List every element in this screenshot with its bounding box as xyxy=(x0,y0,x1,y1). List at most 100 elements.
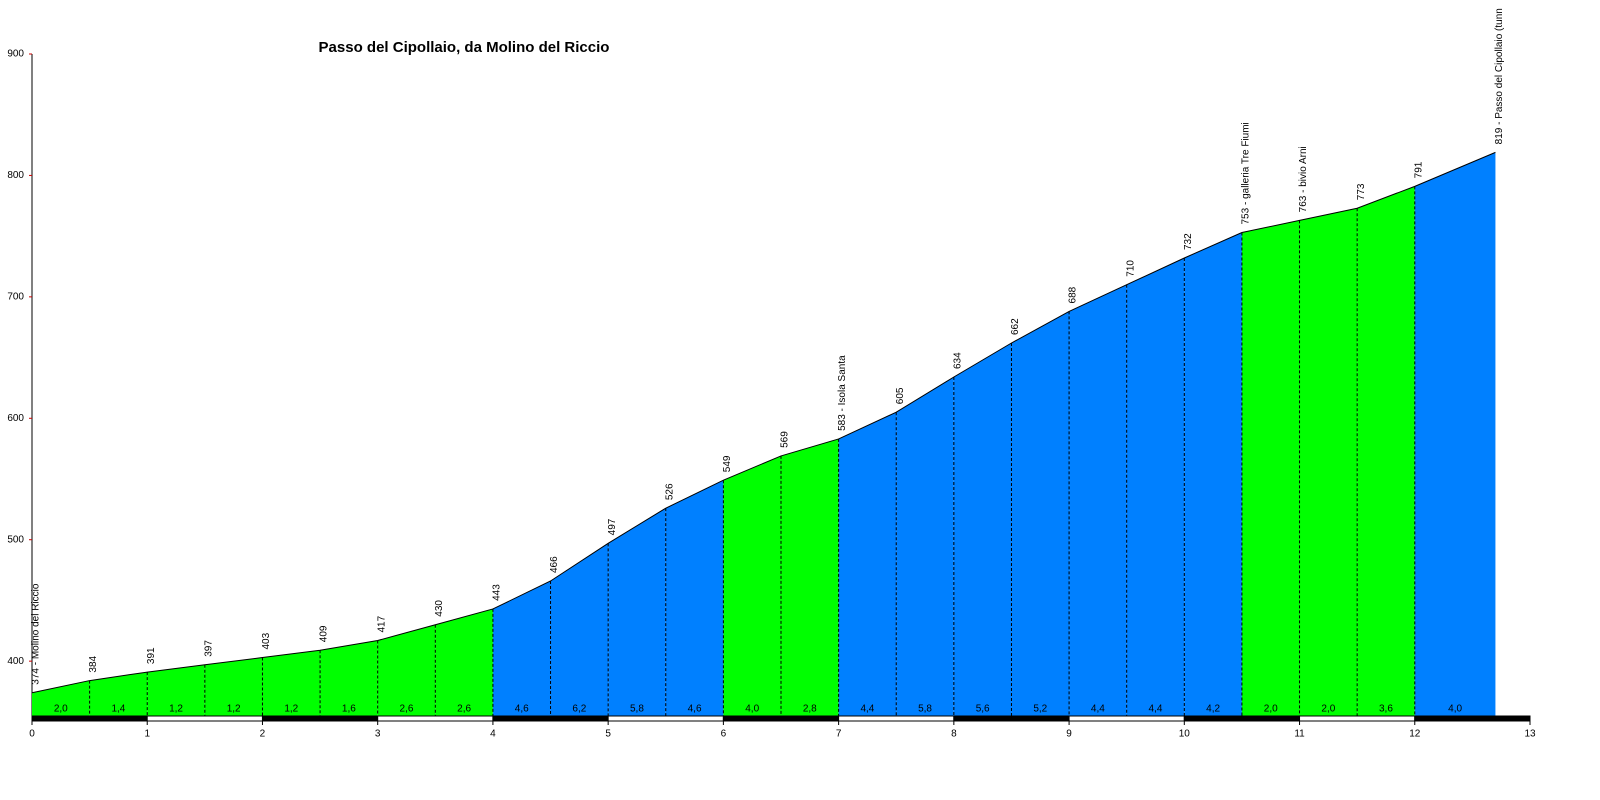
axis-stripe xyxy=(838,715,955,722)
axis-stripe xyxy=(1068,715,1185,722)
segment xyxy=(89,672,148,717)
y-tick-label: 400 xyxy=(7,656,24,667)
segment xyxy=(320,640,378,717)
point-label: 583 - Isola Santa xyxy=(837,355,848,431)
chart-title: Passo del Cipollaio, da Molino del Ricci… xyxy=(319,39,610,56)
segment xyxy=(1069,284,1127,717)
gradient-label: 4,0 xyxy=(745,704,759,715)
segment xyxy=(781,438,839,717)
segment xyxy=(1126,258,1185,717)
axis-stripe xyxy=(722,715,840,722)
gradient-label: 3,6 xyxy=(1379,704,1393,715)
gradient-label: 1,4 xyxy=(111,704,125,715)
gradient-label: 5,8 xyxy=(630,704,644,715)
point-label: 443 xyxy=(492,584,503,601)
axis-stripe xyxy=(607,715,724,722)
point-label: 526 xyxy=(664,483,675,500)
y-tick-label: 600 xyxy=(7,413,24,424)
x-tick-label: 3 xyxy=(375,729,381,740)
gradient-label: 6,2 xyxy=(572,704,586,715)
segment xyxy=(262,650,321,717)
gradient-label: 5,8 xyxy=(918,704,932,715)
segment xyxy=(377,624,436,717)
y-tick-label: 800 xyxy=(7,170,24,181)
gradient-label: 2,0 xyxy=(54,704,68,715)
gradient-label: 2,0 xyxy=(1264,704,1278,715)
segment xyxy=(1299,208,1358,717)
axis-stripe xyxy=(261,715,379,722)
point-label: 403 xyxy=(261,632,272,649)
gradient-label: 4,2 xyxy=(1206,704,1220,715)
point-label: 430 xyxy=(434,600,445,617)
x-tick-label: 6 xyxy=(721,729,727,740)
gradient-label: 1,2 xyxy=(227,704,241,715)
segment xyxy=(665,480,724,717)
point-label: 791 xyxy=(1413,161,1424,178)
segment xyxy=(1414,152,1496,717)
point-label: 384 xyxy=(88,655,99,672)
point-label: 732 xyxy=(1183,233,1194,250)
segment xyxy=(1011,311,1070,717)
segment xyxy=(204,657,263,717)
axis-stripe xyxy=(492,715,609,722)
segment xyxy=(723,455,781,717)
y-tick-label: 500 xyxy=(7,534,24,545)
axis-stripe xyxy=(1183,715,1301,722)
axis-stripe xyxy=(146,715,263,722)
gradient-label: 4,4 xyxy=(860,704,874,715)
segment xyxy=(435,608,493,717)
point-label: 634 xyxy=(952,352,963,369)
x-tick-label: 2 xyxy=(260,729,266,740)
point-label: 753 - galleria Tre Fiumi xyxy=(1241,122,1252,224)
axis-stripe xyxy=(1299,715,1416,722)
axis-stripe xyxy=(1414,715,1531,722)
point-label: 710 xyxy=(1125,260,1136,277)
gradient-label: 1,2 xyxy=(169,704,183,715)
axis-stripe xyxy=(31,715,148,722)
profile-line xyxy=(31,151,1496,694)
point-label: 773 xyxy=(1356,183,1367,200)
segment xyxy=(1357,186,1415,717)
x-tick-label: 12 xyxy=(1409,729,1421,740)
gradient-label: 4,4 xyxy=(1149,704,1163,715)
point-label: 466 xyxy=(549,556,560,573)
x-tick-label: 5 xyxy=(605,729,611,740)
gradient-label: 4,6 xyxy=(515,704,529,715)
point-label: 409 xyxy=(319,625,330,642)
gradient-label: 2,6 xyxy=(400,704,414,715)
segment xyxy=(953,343,1012,717)
point-label: 763 - bivio Arni xyxy=(1298,146,1309,212)
gradient-label: 2,8 xyxy=(803,704,817,715)
point-label: 819 - Passo del Cipollaio (tunn xyxy=(1494,8,1505,144)
y-tick-label: 700 xyxy=(7,291,24,302)
x-tick-label: 0 xyxy=(29,729,35,740)
point-label: 374 - Molino del Riccio xyxy=(31,583,42,685)
x-tick-label: 4 xyxy=(490,729,496,740)
segment xyxy=(838,412,897,717)
x-tick-label: 13 xyxy=(1524,729,1536,740)
x-tick-label: 11 xyxy=(1294,729,1305,740)
x-tick-label: 10 xyxy=(1179,729,1191,740)
gradient-label: 5,6 xyxy=(976,704,990,715)
point-label: 662 xyxy=(1010,318,1021,335)
point-label: 397 xyxy=(203,640,214,657)
gradient-label: 2,6 xyxy=(457,704,471,715)
x-tick-label: 9 xyxy=(1066,729,1072,740)
point-label: 497 xyxy=(607,518,618,535)
point-label: 569 xyxy=(780,431,791,448)
gradient-label: 1,2 xyxy=(284,704,298,715)
axis-stripe xyxy=(377,715,494,722)
point-label: 605 xyxy=(895,387,906,404)
segment xyxy=(550,543,609,717)
gradient-label: 4,0 xyxy=(1448,704,1462,715)
axis-stripe xyxy=(953,715,1070,722)
segment xyxy=(896,377,954,717)
x-tick-label: 1 xyxy=(144,729,150,740)
segment xyxy=(492,581,551,717)
point-label: 549 xyxy=(722,455,733,472)
segment xyxy=(147,664,205,717)
point-label: 417 xyxy=(376,615,387,632)
y-tick-label: 900 xyxy=(7,49,24,60)
